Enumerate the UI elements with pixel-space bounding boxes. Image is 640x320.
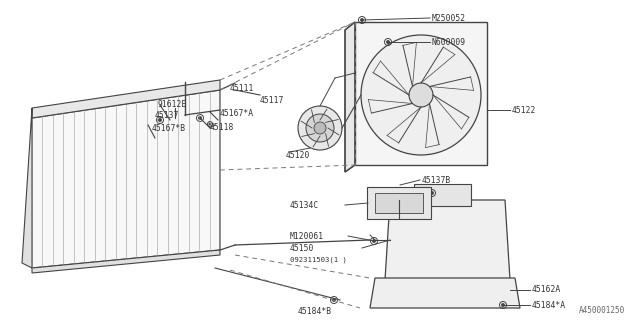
Text: 45120: 45120 bbox=[286, 150, 310, 159]
Text: 45184*A: 45184*A bbox=[532, 300, 566, 309]
Text: M250052: M250052 bbox=[432, 13, 466, 22]
Text: 45167*B: 45167*B bbox=[152, 124, 186, 132]
Polygon shape bbox=[32, 250, 220, 273]
Polygon shape bbox=[370, 278, 520, 308]
Circle shape bbox=[431, 191, 433, 195]
Polygon shape bbox=[385, 200, 510, 280]
Text: A450001250: A450001250 bbox=[579, 306, 625, 315]
Circle shape bbox=[501, 303, 504, 307]
Circle shape bbox=[409, 83, 433, 107]
Text: 45184*B: 45184*B bbox=[298, 308, 332, 316]
Text: 092311503(1 ): 092311503(1 ) bbox=[290, 257, 347, 263]
Text: 45134C: 45134C bbox=[290, 201, 319, 210]
Text: 45111: 45111 bbox=[230, 84, 254, 92]
Text: 45167*A: 45167*A bbox=[220, 108, 254, 117]
Text: M120061: M120061 bbox=[290, 231, 324, 241]
Text: 45137: 45137 bbox=[155, 110, 179, 119]
Text: 45117: 45117 bbox=[260, 95, 284, 105]
Circle shape bbox=[306, 114, 334, 142]
Polygon shape bbox=[32, 80, 220, 118]
Text: 45162A: 45162A bbox=[532, 285, 561, 294]
Text: 45118: 45118 bbox=[210, 123, 234, 132]
Circle shape bbox=[360, 19, 364, 21]
Circle shape bbox=[159, 118, 161, 122]
Polygon shape bbox=[345, 22, 355, 172]
Circle shape bbox=[209, 123, 211, 125]
Text: 45122: 45122 bbox=[512, 106, 536, 115]
Circle shape bbox=[372, 239, 376, 243]
Text: 45150: 45150 bbox=[290, 244, 314, 252]
FancyBboxPatch shape bbox=[367, 187, 431, 219]
Circle shape bbox=[298, 106, 342, 150]
Circle shape bbox=[198, 116, 202, 120]
Text: 45137B: 45137B bbox=[422, 175, 451, 185]
Polygon shape bbox=[355, 22, 487, 165]
Circle shape bbox=[332, 299, 335, 301]
Circle shape bbox=[387, 40, 390, 44]
Circle shape bbox=[361, 35, 481, 155]
Text: N600009: N600009 bbox=[432, 37, 466, 46]
Circle shape bbox=[314, 122, 326, 134]
Polygon shape bbox=[22, 108, 32, 268]
FancyBboxPatch shape bbox=[375, 193, 423, 213]
Text: 91612E: 91612E bbox=[158, 100, 188, 108]
Polygon shape bbox=[32, 90, 220, 268]
FancyBboxPatch shape bbox=[414, 184, 471, 206]
